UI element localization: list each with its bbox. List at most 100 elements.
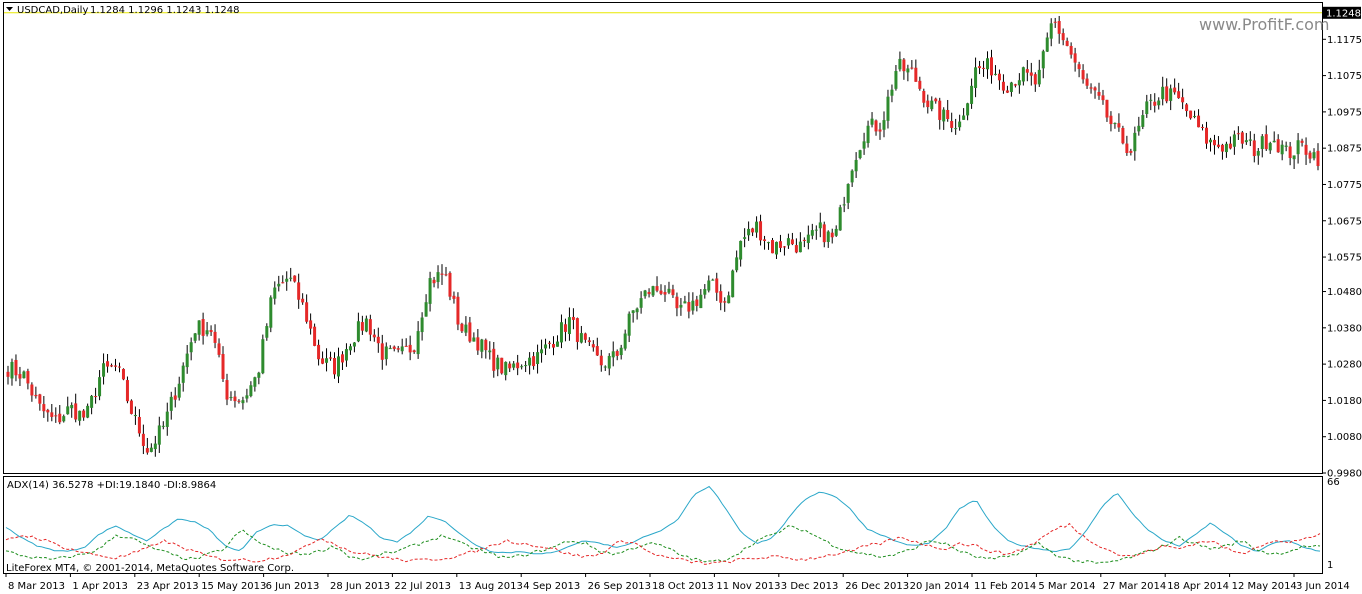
candle-body bbox=[1077, 64, 1081, 70]
candle-body bbox=[233, 396, 237, 402]
candle-body bbox=[54, 415, 58, 417]
candle-body bbox=[257, 372, 261, 378]
adx-line bbox=[5, 485, 1321, 555]
candle-body bbox=[814, 229, 818, 231]
candle-body bbox=[930, 100, 934, 110]
candle-body bbox=[352, 342, 356, 347]
candle-body bbox=[591, 344, 595, 348]
candle-body bbox=[336, 356, 340, 377]
candle-body bbox=[914, 67, 918, 82]
candle-body bbox=[1033, 74, 1037, 85]
candle-body bbox=[647, 291, 651, 295]
candle-body bbox=[552, 344, 556, 348]
candle-body bbox=[460, 323, 464, 332]
candle-body bbox=[1308, 152, 1312, 159]
candle-body bbox=[635, 308, 639, 313]
candle-body bbox=[317, 344, 321, 360]
price-axis-label: 1.1075 bbox=[1327, 71, 1362, 82]
candle-body bbox=[213, 331, 217, 343]
candle-body bbox=[902, 59, 906, 72]
candle-body bbox=[555, 341, 559, 347]
candle-body bbox=[217, 343, 221, 355]
candle-body bbox=[516, 362, 520, 369]
candle-body bbox=[46, 409, 50, 413]
candle-body bbox=[201, 319, 205, 336]
price-axis-label: 1.0975 bbox=[1327, 107, 1362, 118]
candle-body bbox=[1029, 72, 1033, 76]
candle-body bbox=[476, 337, 480, 351]
candle-body bbox=[321, 358, 325, 364]
candle-body bbox=[22, 371, 26, 379]
candle-body bbox=[277, 283, 281, 287]
candle-body bbox=[106, 361, 110, 367]
candle-body bbox=[790, 239, 794, 245]
time-axis-label: 6 Jun 2013 bbox=[266, 581, 320, 592]
indicator-axis-label: 1 bbox=[1327, 560, 1333, 571]
candle-body bbox=[265, 326, 269, 338]
candle-body bbox=[464, 324, 468, 333]
time-axis-label: 13 Aug 2013 bbox=[459, 581, 523, 592]
candle-body bbox=[181, 365, 185, 383]
candle-body bbox=[424, 302, 428, 317]
candle-body bbox=[372, 334, 376, 338]
candle-body bbox=[850, 170, 854, 183]
candle-body bbox=[90, 395, 94, 408]
candle-body bbox=[149, 447, 153, 452]
candle-body bbox=[185, 353, 189, 368]
candle-body bbox=[878, 129, 882, 132]
candle-body bbox=[1153, 101, 1157, 106]
candle-body bbox=[759, 221, 763, 241]
candle-body bbox=[440, 273, 444, 275]
symbol-label: USDCAD,Daily bbox=[17, 5, 88, 16]
candle-body bbox=[396, 348, 400, 350]
candle-body bbox=[1113, 122, 1117, 125]
candle-body bbox=[770, 240, 774, 254]
candle-body bbox=[1037, 69, 1041, 85]
candle-body bbox=[691, 300, 695, 311]
candle-body bbox=[325, 358, 329, 363]
candle-body bbox=[532, 356, 536, 367]
candle-body bbox=[922, 90, 926, 103]
candle-body bbox=[137, 416, 141, 434]
chart-menu-triangle-icon[interactable] bbox=[6, 7, 13, 11]
candle-body bbox=[1065, 40, 1069, 46]
candle-body bbox=[1228, 143, 1232, 149]
candle-body bbox=[1053, 21, 1057, 23]
candle-body bbox=[245, 395, 249, 399]
candle-body bbox=[671, 289, 675, 296]
candle-body bbox=[348, 346, 352, 351]
candle-body bbox=[886, 96, 890, 121]
candle-body bbox=[910, 67, 914, 69]
candle-body bbox=[281, 282, 285, 284]
candle-body bbox=[62, 416, 66, 422]
candle-body bbox=[285, 278, 289, 282]
candle-body bbox=[1049, 23, 1053, 39]
candle-body bbox=[197, 320, 201, 335]
candle-body bbox=[1129, 150, 1133, 153]
candle-body bbox=[1268, 143, 1272, 151]
candle-body bbox=[778, 241, 782, 248]
candle-body bbox=[659, 290, 663, 294]
candle-body bbox=[1081, 70, 1085, 80]
candle-body bbox=[169, 396, 173, 411]
candle-body bbox=[1069, 45, 1073, 55]
candle-body bbox=[1224, 143, 1228, 153]
candle-body bbox=[603, 366, 607, 368]
candle-body bbox=[1220, 144, 1224, 152]
candle-body bbox=[767, 242, 771, 244]
candle-body bbox=[26, 371, 30, 384]
candle-body bbox=[958, 121, 962, 128]
time-axis-label: 23 Apr 2013 bbox=[137, 581, 199, 592]
price-axis: 1.1175 1.1075 1.0975 1.0875 1.0775 1.0675 1.05… bbox=[1322, 6, 1362, 571]
price-axis-label: 1.0380 bbox=[1327, 323, 1362, 334]
candle-body bbox=[161, 425, 165, 427]
plus-di-line bbox=[5, 525, 1321, 564]
candle-body bbox=[492, 348, 496, 371]
candle-body bbox=[739, 240, 743, 260]
candle-body bbox=[1121, 127, 1125, 144]
candle-body bbox=[1264, 134, 1268, 150]
candle-body bbox=[763, 239, 767, 241]
candle-body bbox=[866, 125, 870, 144]
candle-body bbox=[818, 222, 822, 229]
time-axis: 8 Mar 2013 1 Apr 2013 23 Apr 2013 15 May 20… bbox=[5, 573, 1350, 592]
